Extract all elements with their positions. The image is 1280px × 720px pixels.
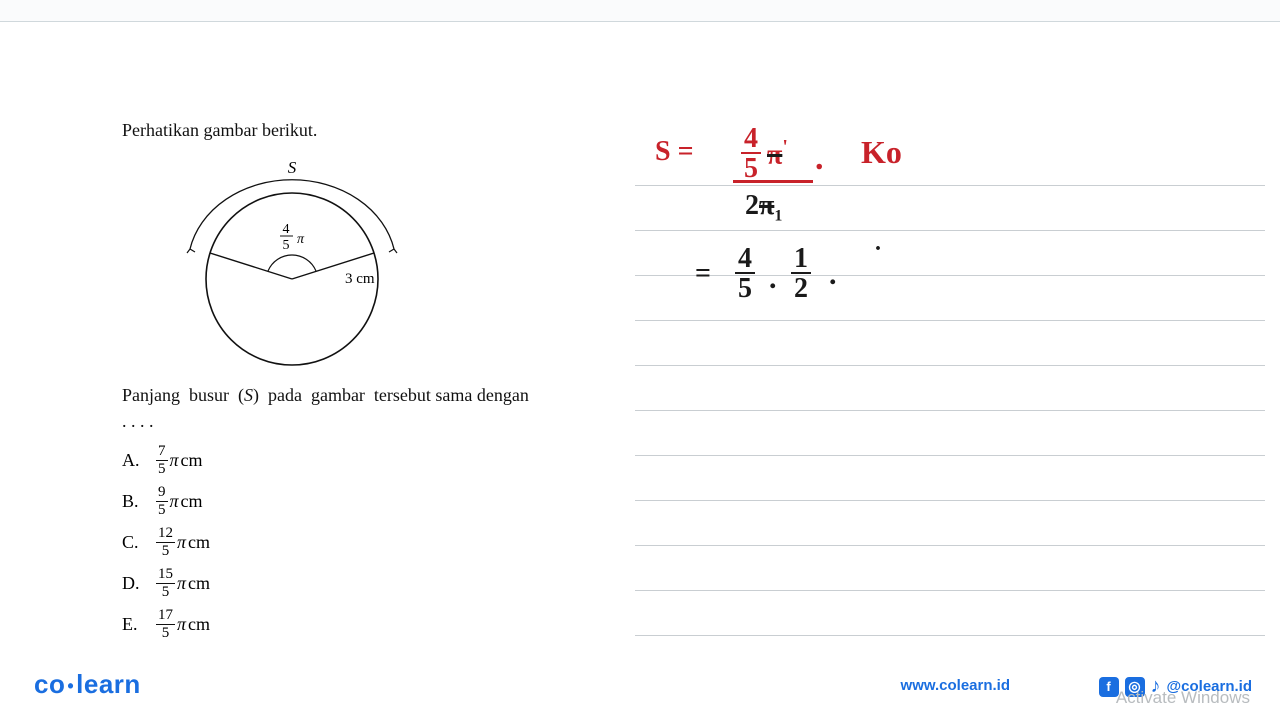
windows-watermark: Activate Windows — [1116, 688, 1250, 708]
problem-title: Perhatikan gambar berikut. — [122, 120, 532, 141]
question-text: Panjang busur (S) pada gambar tersebut s… — [122, 382, 532, 434]
footer: co•learn www.colearn.id f ◎ ♪ @colearn.i… — [0, 666, 1280, 706]
hand-frac-45b: 45 — [735, 246, 755, 301]
svg-text:5: 5 — [283, 238, 290, 253]
hand-eq: = — [695, 258, 711, 290]
topbar — [0, 0, 1280, 22]
option-e[interactable]: E. 175 π cm — [122, 608, 532, 641]
hand-dot-3: . — [829, 258, 837, 292]
footer-url[interactable]: www.colearn.id — [901, 677, 1010, 694]
hand-dot-2: . — [769, 262, 777, 296]
work-area: S = 45 π' . Ko 2π1 . = 45 . 12 . — [635, 150, 1265, 680]
hand-dot-1: . — [815, 140, 824, 178]
radius-label: 3 cm — [345, 271, 375, 287]
svg-text:π: π — [297, 232, 305, 247]
answer-options: A. 75 π cm B. 95 π cm C. 125 π cm D. 155… — [122, 444, 532, 641]
option-b[interactable]: B. 95 π cm — [122, 485, 532, 518]
hand-main-fraction-bar — [733, 180, 813, 183]
hand-frac-45: 45 — [741, 126, 761, 181]
option-a[interactable]: A. 75 π cm — [122, 444, 532, 477]
hand-pi-prime-strike: π' — [767, 136, 788, 171]
problem-area: Perhatikan gambar berikut. S 4 5 π 3 cm … — [122, 120, 532, 649]
option-d[interactable]: D. 155 π cm — [122, 567, 532, 600]
hand-frac-12: 12 — [791, 246, 811, 301]
circle-diagram: S 4 5 π 3 cm — [162, 151, 422, 371]
arc-label: S — [288, 158, 297, 177]
hand-stray-dot: . — [875, 230, 881, 257]
svg-text:4: 4 — [283, 222, 290, 237]
hand-s-eq: S = — [655, 136, 694, 168]
option-c[interactable]: C. 125 π cm — [122, 526, 532, 559]
hand-ko: Ko — [861, 134, 902, 171]
colearn-logo: co•learn — [34, 669, 141, 700]
hand-2pi: 2π1 — [745, 190, 782, 226]
